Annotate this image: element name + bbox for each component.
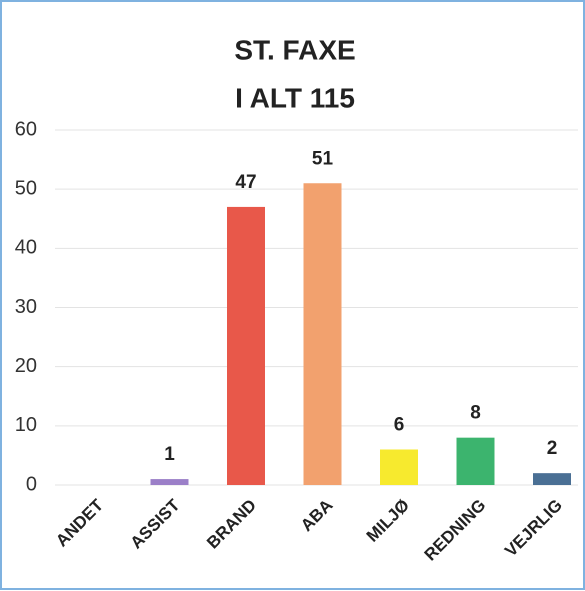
data-label: 6 (394, 415, 405, 436)
data-label: 47 (235, 172, 256, 193)
x-tick-label: ASSIST (127, 495, 184, 552)
y-tick-label: 60 (15, 118, 37, 140)
data-label: 1 (164, 444, 175, 465)
data-label: 2 (547, 438, 558, 459)
x-tick-label: REDNING (421, 496, 490, 565)
y-tick-label: 20 (15, 355, 37, 377)
x-tick-label: ANDET (52, 495, 107, 550)
bar (456, 437, 495, 485)
y-tick-label: 0 (26, 473, 37, 495)
x-tick-label: VEJRLIG (501, 496, 566, 561)
data-label: 51 (312, 148, 334, 169)
x-tick-label: MILJØ (363, 496, 413, 546)
bar (150, 479, 189, 485)
chart-title: ST. FAXE (234, 34, 355, 65)
y-tick-label: 40 (15, 237, 37, 259)
data-label: 8 (470, 403, 481, 424)
bar (227, 206, 265, 485)
y-tick-label: 10 (15, 414, 37, 436)
bar (380, 449, 418, 485)
bar (303, 183, 342, 485)
bar (533, 473, 571, 485)
x-tick-label: BRAND (203, 496, 260, 553)
y-tick-label: 30 (15, 296, 37, 318)
chart-title: I ALT 115 (235, 82, 355, 113)
x-tick-label: ABA (297, 496, 336, 535)
y-tick-label: 50 (15, 177, 37, 199)
